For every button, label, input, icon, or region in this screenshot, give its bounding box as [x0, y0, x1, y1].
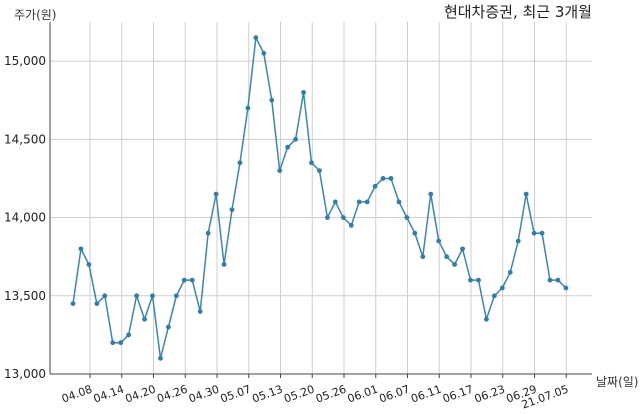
data-point [372, 183, 378, 189]
x-tick-label: 06.07 [377, 383, 411, 406]
data-point [301, 90, 306, 95]
x-tick-label: 05.26 [314, 383, 348, 406]
y-tick-label: 14,500 [4, 132, 46, 146]
data-point [110, 340, 116, 346]
data-point [70, 301, 76, 306]
x-tick-label: 04.26 [155, 383, 189, 406]
data-point [142, 316, 147, 322]
data-point [189, 277, 195, 283]
data-point [476, 277, 481, 283]
data-point [269, 97, 275, 103]
data-point [523, 191, 529, 197]
data-point [555, 277, 561, 283]
horizontal-gridlines [50, 60, 592, 297]
y-tick-label: 13,000 [4, 367, 46, 381]
data-point [539, 230, 545, 236]
x-tick-label: 04.08 [60, 383, 94, 406]
y-tick-label: 15,000 [4, 54, 46, 68]
data-point [396, 199, 402, 205]
data-point [507, 269, 513, 275]
data-point [277, 168, 283, 174]
chart-title: 현대차증권, 최근 3개월 [444, 3, 592, 21]
x-tick-label: 06.23 [473, 383, 507, 406]
x-tick-label: 06.11 [409, 383, 443, 406]
data-point [563, 285, 569, 291]
data-point [412, 230, 418, 236]
price-data-points [70, 35, 569, 361]
y-tick-label: 14,000 [4, 211, 46, 225]
data-point [515, 238, 521, 244]
data-point [221, 262, 227, 267]
x-tick-label: 05.13 [250, 383, 284, 406]
data-point [356, 199, 362, 205]
data-point [436, 238, 442, 244]
data-point [380, 176, 386, 181]
data-point [150, 293, 155, 299]
data-point [388, 176, 394, 181]
data-point [452, 262, 457, 267]
data-point [317, 168, 322, 174]
data-point [118, 340, 124, 346]
x-tick-label: 04.14 [92, 383, 126, 406]
data-point [94, 301, 100, 306]
data-point [78, 246, 84, 252]
data-point [547, 277, 553, 283]
data-point [253, 35, 259, 41]
x-tick-labels: 04.0804.1404.2004.2604.3005.0705.1305.20… [60, 383, 570, 412]
y-tick-labels: 13,000 13,500 14,000 14,500 15,000 [4, 54, 46, 381]
data-point [197, 309, 203, 314]
data-point [444, 254, 450, 260]
data-point [468, 277, 473, 283]
x-tick-label: 05.20 [282, 383, 316, 406]
x-tick-label: 06.01 [346, 383, 380, 406]
data-point [86, 262, 92, 267]
data-point [332, 199, 338, 205]
data-point [229, 207, 235, 213]
x-tick-label: 04.20 [123, 383, 157, 406]
data-point [285, 144, 291, 150]
data-point [484, 316, 489, 322]
data-point [205, 230, 211, 236]
data-point [309, 160, 314, 166]
x-axis-label: 날짜(일) [596, 375, 638, 389]
x-tick-label: 04.30 [187, 383, 221, 406]
data-point [428, 191, 434, 197]
data-point [261, 50, 267, 56]
data-point [460, 246, 465, 252]
data-point [325, 215, 330, 220]
data-point [404, 215, 410, 220]
data-point [364, 199, 370, 205]
data-point [499, 285, 505, 291]
data-point [158, 355, 163, 361]
data-point [340, 215, 346, 220]
data-point [126, 332, 132, 338]
x-tick-label: 06.17 [441, 383, 475, 406]
data-point [166, 324, 171, 330]
data-point [531, 230, 537, 236]
data-point [213, 191, 219, 197]
data-point [245, 105, 251, 111]
data-point [420, 254, 426, 260]
vertical-gridlines [89, 22, 567, 378]
data-point [173, 293, 179, 299]
data-point [293, 136, 298, 142]
y-axis-label: 주가(원) [14, 8, 56, 22]
data-point [134, 293, 140, 299]
y-tick-label: 13,500 [4, 289, 46, 303]
data-point [181, 277, 187, 283]
price-series-line [72, 35, 567, 359]
data-point [491, 293, 497, 299]
data-point [348, 222, 354, 228]
data-point [237, 160, 243, 166]
x-tick-label: 05.07 [219, 383, 253, 406]
data-point [102, 293, 108, 299]
